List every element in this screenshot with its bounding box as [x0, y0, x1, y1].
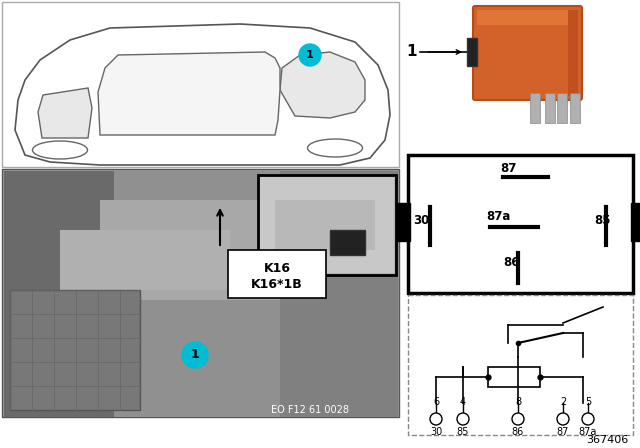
- Bar: [558, 98, 566, 123]
- Bar: [330, 230, 365, 255]
- Text: 6: 6: [433, 397, 439, 407]
- Text: 87a: 87a: [579, 427, 597, 437]
- Bar: [2, 169, 399, 417]
- Text: 4: 4: [460, 397, 466, 407]
- Bar: [477, 10, 578, 25]
- Bar: [260, 177, 394, 273]
- Text: 86: 86: [503, 257, 520, 270]
- Text: 5: 5: [585, 397, 591, 407]
- Ellipse shape: [307, 139, 362, 157]
- Bar: [4, 171, 114, 417]
- Text: 30: 30: [413, 214, 429, 227]
- Circle shape: [512, 413, 524, 425]
- Text: 87a: 87a: [486, 211, 510, 224]
- Text: 85: 85: [457, 427, 469, 437]
- Bar: [557, 93, 567, 123]
- Text: 367406: 367406: [586, 435, 628, 445]
- Polygon shape: [15, 24, 390, 165]
- Text: 87: 87: [557, 427, 569, 437]
- Circle shape: [457, 413, 469, 425]
- Bar: [631, 203, 640, 241]
- Bar: [570, 93, 580, 123]
- Circle shape: [430, 413, 442, 425]
- Bar: [258, 175, 396, 275]
- Circle shape: [582, 413, 594, 425]
- Text: 87: 87: [500, 163, 516, 176]
- Ellipse shape: [33, 141, 88, 159]
- Bar: [546, 98, 554, 123]
- Bar: [408, 295, 633, 435]
- Circle shape: [182, 342, 208, 368]
- Bar: [275, 200, 375, 250]
- Text: 85: 85: [594, 214, 611, 227]
- Bar: [10, 290, 140, 410]
- Text: 8: 8: [515, 397, 521, 407]
- Bar: [228, 250, 326, 298]
- Circle shape: [557, 413, 569, 425]
- Bar: [545, 93, 555, 123]
- Text: EO F12 61 0028: EO F12 61 0028: [271, 405, 349, 415]
- Bar: [467, 38, 477, 66]
- Bar: [568, 10, 578, 96]
- Polygon shape: [98, 52, 280, 135]
- Bar: [2, 2, 399, 167]
- Bar: [60, 230, 230, 290]
- Text: 86: 86: [512, 427, 524, 437]
- Bar: [488, 367, 540, 387]
- Text: 30: 30: [430, 427, 442, 437]
- Bar: [531, 98, 539, 123]
- Text: 1: 1: [306, 50, 314, 60]
- Bar: [4, 171, 399, 417]
- Bar: [394, 203, 410, 241]
- Bar: [571, 98, 579, 123]
- FancyBboxPatch shape: [473, 6, 582, 100]
- Text: 2: 2: [560, 397, 566, 407]
- Bar: [408, 155, 633, 293]
- Text: K16: K16: [264, 262, 291, 275]
- Circle shape: [299, 44, 321, 66]
- Polygon shape: [280, 52, 365, 118]
- Text: K16*1B: K16*1B: [251, 279, 303, 292]
- Text: 1: 1: [406, 44, 417, 60]
- Bar: [530, 93, 540, 123]
- Text: 1: 1: [191, 349, 200, 362]
- Bar: [100, 200, 300, 300]
- Polygon shape: [38, 88, 92, 138]
- Bar: [280, 171, 398, 417]
